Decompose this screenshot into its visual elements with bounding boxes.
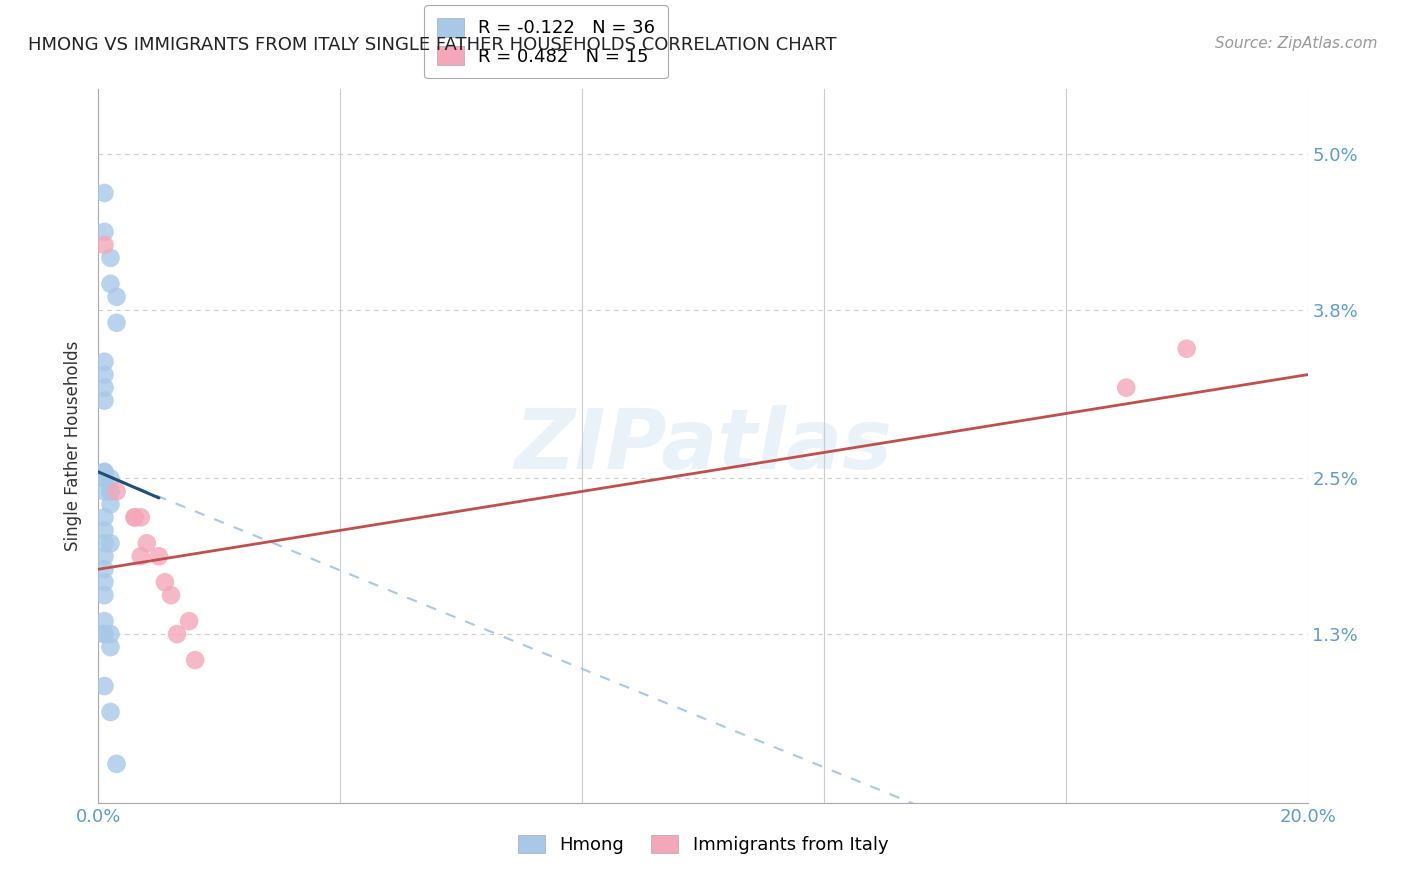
Point	[93, 549, 115, 564]
Point	[105, 484, 128, 499]
Point	[100, 484, 122, 499]
Point	[93, 238, 115, 252]
Point	[100, 640, 122, 654]
Text: ZIPatlas: ZIPatlas	[515, 406, 891, 486]
Point	[93, 381, 115, 395]
Y-axis label: Single Father Households: Single Father Households	[65, 341, 83, 551]
Point	[1115, 381, 1137, 395]
Point	[129, 510, 152, 524]
Point	[179, 614, 201, 628]
Point	[93, 471, 115, 485]
Point	[93, 465, 115, 479]
Point	[1175, 342, 1198, 356]
Point	[148, 549, 170, 564]
Point	[93, 465, 115, 479]
Point	[93, 471, 115, 485]
Point	[93, 614, 115, 628]
Point	[93, 562, 115, 576]
Legend: Hmong, Immigrants from Italy: Hmong, Immigrants from Italy	[508, 824, 898, 865]
Point	[160, 588, 183, 602]
Point	[100, 627, 122, 641]
Point	[93, 471, 115, 485]
Point	[105, 290, 128, 304]
Point	[93, 575, 115, 590]
Point	[93, 627, 115, 641]
Point	[93, 393, 115, 408]
Point	[93, 368, 115, 382]
Point	[93, 536, 115, 550]
Point	[105, 316, 128, 330]
Point	[100, 705, 122, 719]
Point	[93, 484, 115, 499]
Text: HMONG VS IMMIGRANTS FROM ITALY SINGLE FATHER HOUSEHOLDS CORRELATION CHART: HMONG VS IMMIGRANTS FROM ITALY SINGLE FA…	[28, 36, 837, 54]
Point	[124, 510, 146, 524]
Point	[93, 524, 115, 538]
Point	[100, 471, 122, 485]
Point	[124, 510, 146, 524]
Point	[100, 536, 122, 550]
Point	[93, 510, 115, 524]
Point	[129, 549, 152, 564]
Point	[105, 756, 128, 771]
Point	[93, 588, 115, 602]
Point	[93, 186, 115, 200]
Point	[93, 354, 115, 368]
Point	[93, 225, 115, 239]
Point	[184, 653, 207, 667]
Point	[166, 627, 188, 641]
Point	[93, 627, 115, 641]
Point	[100, 251, 122, 265]
Text: Source: ZipAtlas.com: Source: ZipAtlas.com	[1215, 36, 1378, 51]
Point	[135, 536, 157, 550]
Point	[93, 679, 115, 693]
Point	[100, 497, 122, 511]
Point	[100, 277, 122, 291]
Point	[153, 575, 176, 590]
Point	[100, 484, 122, 499]
